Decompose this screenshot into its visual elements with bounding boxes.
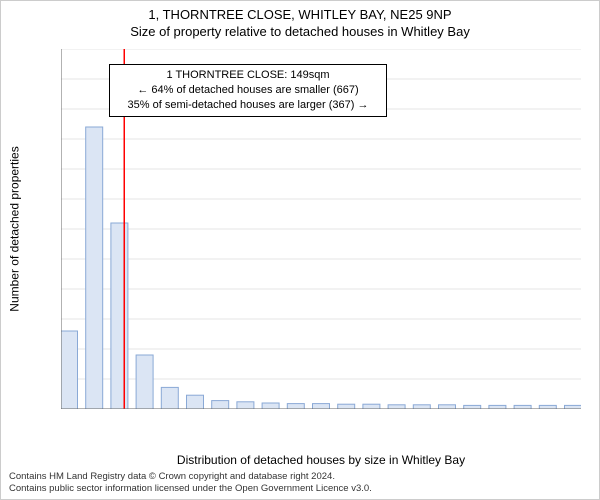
bar <box>388 405 405 409</box>
annotation-line1: 1 THORNTREE CLOSE: 149sqm <box>116 68 380 83</box>
y-axis-label: Number of detached properties <box>7 49 23 409</box>
title-line2: Size of property relative to detached ho… <box>1 24 599 41</box>
bar <box>161 387 178 409</box>
bar <box>464 405 481 409</box>
bar <box>313 404 330 409</box>
chart-container: 1, THORNTREE CLOSE, WHITLEY BAY, NE25 9N… <box>0 0 600 500</box>
annotation-line3: 35% of semi-detached houses are larger (… <box>116 98 380 113</box>
bar <box>187 395 204 409</box>
bar <box>262 403 279 409</box>
bar <box>439 405 456 409</box>
bar <box>136 355 153 409</box>
bar <box>539 405 556 409</box>
bar <box>86 127 103 409</box>
annotation-box: 1 THORNTREE CLOSE: 149sqm ← 64% of detac… <box>109 64 387 117</box>
chart-title: 1, THORNTREE CLOSE, WHITLEY BAY, NE25 9N… <box>1 7 599 41</box>
bar <box>338 404 355 409</box>
footer-attribution: Contains HM Land Registry data © Crown c… <box>9 471 372 495</box>
bar <box>363 404 380 409</box>
bar <box>61 331 78 409</box>
bar <box>212 401 229 409</box>
bar <box>514 405 531 409</box>
footer-line2: Contains public sector information licen… <box>9 483 372 495</box>
title-line1: 1, THORNTREE CLOSE, WHITLEY BAY, NE25 9N… <box>1 7 599 24</box>
bar <box>111 223 128 409</box>
x-axis-label: Distribution of detached houses by size … <box>61 453 581 467</box>
bar <box>237 402 254 409</box>
bar <box>565 405 582 409</box>
bar <box>413 405 430 409</box>
bar <box>287 404 304 409</box>
annotation-line2: ← 64% of detached houses are smaller (66… <box>116 83 380 98</box>
footer-line1: Contains HM Land Registry data © Crown c… <box>9 471 372 483</box>
bar <box>489 405 506 409</box>
